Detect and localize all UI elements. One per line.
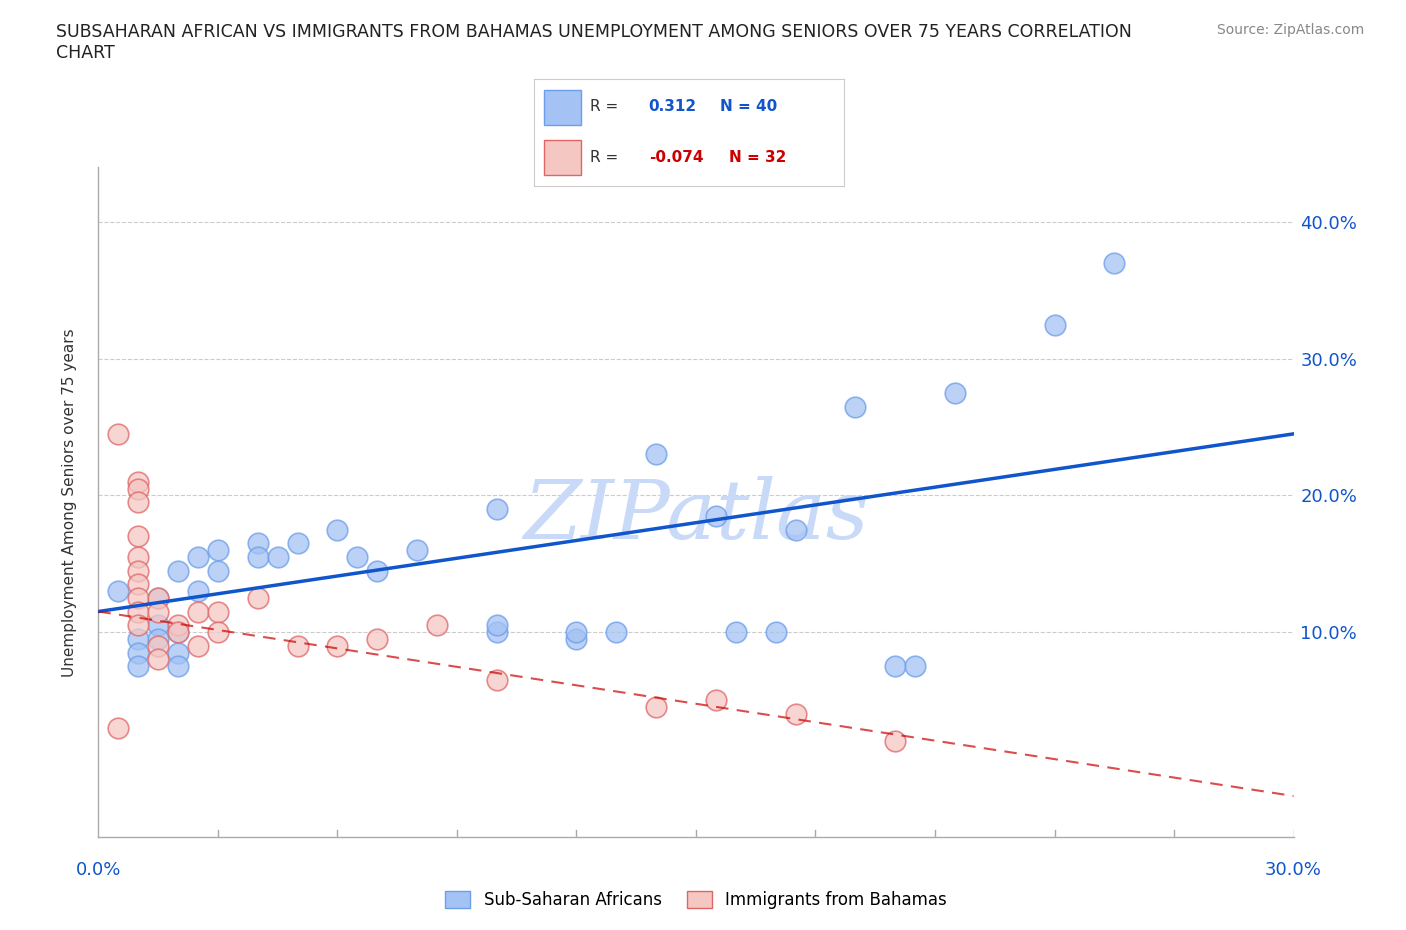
- Point: [148, 591, 170, 605]
- Point: [148, 604, 170, 619]
- Point: [287, 536, 309, 551]
- Point: [246, 591, 269, 605]
- Point: [565, 625, 588, 640]
- Point: [207, 604, 229, 619]
- Point: [167, 625, 190, 640]
- Text: 0.312: 0.312: [648, 100, 697, 114]
- Point: [645, 447, 668, 462]
- Point: [326, 522, 349, 537]
- Point: [127, 550, 149, 565]
- Point: [127, 529, 149, 544]
- Point: [127, 474, 149, 489]
- Point: [346, 550, 368, 565]
- Point: [785, 522, 807, 537]
- Point: [1043, 317, 1066, 332]
- Text: 30.0%: 30.0%: [1265, 860, 1322, 879]
- Point: [246, 550, 269, 565]
- Point: [107, 427, 129, 442]
- Point: [187, 604, 209, 619]
- Point: [148, 618, 170, 632]
- Point: [765, 625, 787, 640]
- Point: [167, 658, 190, 673]
- Point: [704, 509, 727, 524]
- Point: [167, 618, 190, 632]
- Point: [207, 625, 229, 640]
- Point: [127, 631, 149, 646]
- Point: [1102, 256, 1125, 271]
- Text: N = 32: N = 32: [730, 150, 786, 165]
- Text: SUBSAHARAN AFRICAN VS IMMIGRANTS FROM BAHAMAS UNEMPLOYMENT AMONG SENIORS OVER 75: SUBSAHARAN AFRICAN VS IMMIGRANTS FROM BA…: [56, 23, 1132, 62]
- Point: [485, 672, 508, 687]
- Point: [904, 658, 927, 673]
- Point: [127, 495, 149, 510]
- Point: [366, 563, 388, 578]
- Point: [704, 693, 727, 708]
- Y-axis label: Unemployment Among Seniors over 75 years: Unemployment Among Seniors over 75 years: [62, 328, 77, 676]
- Legend: Sub-Saharan Africans, Immigrants from Bahamas: Sub-Saharan Africans, Immigrants from Ba…: [439, 884, 953, 916]
- Point: [127, 604, 149, 619]
- Point: [148, 638, 170, 653]
- Point: [605, 625, 627, 640]
- Point: [943, 385, 966, 400]
- Point: [187, 550, 209, 565]
- Text: R =: R =: [591, 100, 619, 114]
- Text: ZIPatlas: ZIPatlas: [523, 475, 869, 555]
- Text: R =: R =: [591, 150, 619, 165]
- Text: -0.074: -0.074: [648, 150, 703, 165]
- Point: [167, 563, 190, 578]
- Point: [844, 399, 866, 414]
- Point: [246, 536, 269, 551]
- Point: [485, 625, 508, 640]
- Point: [187, 638, 209, 653]
- Text: Source: ZipAtlas.com: Source: ZipAtlas.com: [1216, 23, 1364, 37]
- Point: [127, 481, 149, 496]
- Point: [207, 542, 229, 557]
- Point: [406, 542, 429, 557]
- Point: [127, 591, 149, 605]
- Point: [785, 707, 807, 722]
- FancyBboxPatch shape: [544, 140, 581, 175]
- Point: [167, 645, 190, 660]
- Point: [127, 658, 149, 673]
- Point: [167, 625, 190, 640]
- Point: [724, 625, 747, 640]
- Text: 0.0%: 0.0%: [76, 860, 121, 879]
- Point: [127, 577, 149, 591]
- Point: [884, 734, 907, 749]
- Point: [148, 652, 170, 667]
- Point: [565, 631, 588, 646]
- Point: [107, 720, 129, 735]
- Point: [207, 563, 229, 578]
- Point: [326, 638, 349, 653]
- Point: [148, 631, 170, 646]
- Point: [127, 618, 149, 632]
- Point: [267, 550, 290, 565]
- Point: [485, 501, 508, 516]
- Point: [485, 618, 508, 632]
- Text: N = 40: N = 40: [720, 100, 778, 114]
- Point: [287, 638, 309, 653]
- Point: [148, 591, 170, 605]
- Point: [884, 658, 907, 673]
- Point: [107, 584, 129, 599]
- Point: [426, 618, 449, 632]
- Point: [366, 631, 388, 646]
- Point: [127, 645, 149, 660]
- Point: [187, 584, 209, 599]
- Point: [127, 563, 149, 578]
- FancyBboxPatch shape: [544, 90, 581, 125]
- Point: [645, 699, 668, 714]
